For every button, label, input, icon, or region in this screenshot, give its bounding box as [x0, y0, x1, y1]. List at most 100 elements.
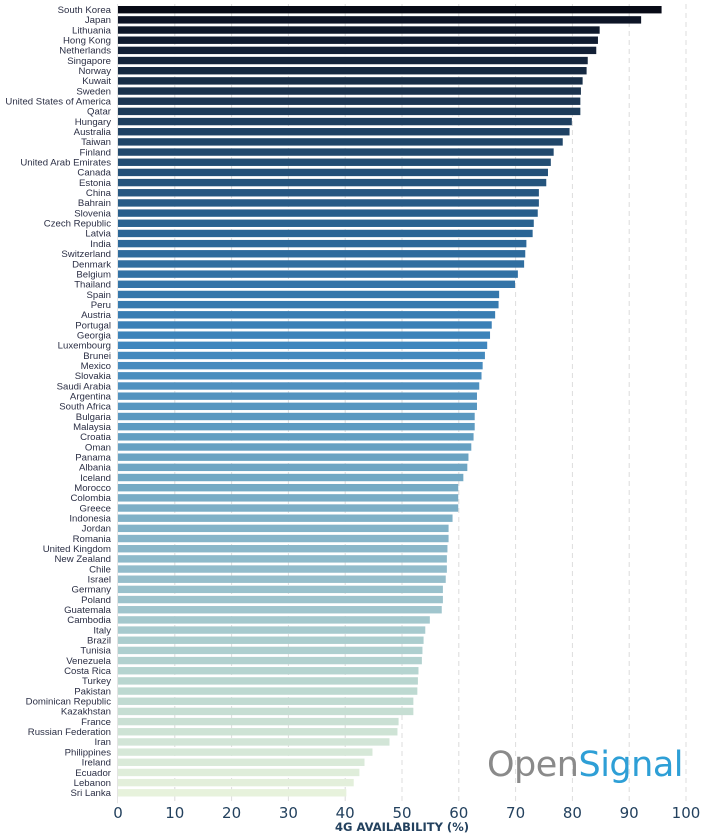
category-label: Taiwan	[81, 137, 111, 148]
category-label: Sweden	[76, 86, 111, 97]
category-label: Morocco	[74, 483, 111, 494]
category-label: Ireland	[82, 758, 111, 769]
bar-pakistan	[118, 687, 418, 695]
category-label: Singapore	[67, 56, 111, 67]
x-tick-label: 100	[672, 804, 701, 822]
bar-panama	[118, 453, 469, 461]
category-label: Switzerland	[61, 249, 111, 260]
bar-oman	[118, 443, 472, 451]
bar-costa-rica	[118, 667, 419, 675]
category-label: Argentina	[70, 391, 112, 402]
category-label: Kazakhstan	[61, 707, 111, 718]
bar-united-kingdom	[118, 545, 448, 553]
bar-united-arab-emirates	[118, 158, 551, 166]
category-label: Latvia	[85, 229, 111, 240]
category-label: Dominican Republic	[26, 697, 112, 708]
bar-malaysia	[118, 422, 475, 431]
category-label: Hungary	[75, 117, 111, 128]
bar-albania	[118, 463, 468, 472]
category-label: Iran	[94, 737, 111, 748]
category-label: Colombia	[70, 493, 111, 504]
bar-iran	[118, 738, 390, 746]
category-label: United States of America	[5, 97, 111, 108]
logo-signal-text: Signal	[578, 745, 683, 785]
bar-portugal	[118, 321, 492, 329]
bar-taiwan	[118, 138, 563, 146]
bar-canada	[118, 168, 548, 177]
category-label: Tunisia	[80, 646, 111, 657]
bar-norway	[118, 67, 587, 75]
bar-south-africa	[118, 402, 477, 411]
category-label: South Korea	[58, 5, 112, 16]
bar-south-korea	[118, 6, 662, 14]
bar-czech-republic	[118, 219, 534, 227]
bar-morocco	[118, 483, 459, 492]
bar-poland	[118, 595, 443, 604]
category-label: Kuwait	[82, 76, 111, 87]
bar-new-zealand	[118, 555, 447, 563]
bar-belgium	[118, 270, 518, 278]
bar-germany	[118, 585, 443, 594]
bar-singapore	[118, 56, 588, 65]
category-label: Peru	[91, 300, 111, 311]
category-label: Venezuela	[66, 656, 111, 667]
bar-sweden	[118, 87, 581, 95]
bar-romania	[118, 534, 449, 543]
bar-venezuela	[118, 656, 422, 665]
bar-spain	[118, 290, 500, 299]
bar-denmark	[118, 260, 525, 268]
bar-argentina	[118, 392, 477, 400]
x-tick-label: 10	[165, 804, 184, 822]
bar-france	[118, 717, 399, 726]
category-label: Spain	[86, 290, 111, 301]
category-label: China	[86, 188, 112, 199]
bar-netherlands	[118, 46, 597, 55]
bar-lebanon	[118, 778, 354, 787]
category-label: South Africa	[59, 402, 111, 413]
bar-saudi-arabia	[118, 382, 480, 390]
category-label: Philippines	[65, 747, 112, 758]
bar-peru	[118, 300, 499, 309]
category-label: Guatemala	[64, 605, 112, 616]
category-label: United Arab Emirates	[20, 158, 111, 169]
category-label: Brazil	[87, 636, 111, 647]
logo-open-text: Open	[487, 745, 579, 785]
category-label: Netherlands	[59, 46, 111, 57]
category-label: Indonesia	[69, 514, 111, 525]
bar-dominican-republic	[118, 697, 414, 705]
bar-kuwait	[118, 77, 583, 85]
bar-united-states-of-america	[118, 97, 581, 105]
bar-chile	[118, 565, 447, 573]
category-label: Bulgaria	[76, 412, 112, 423]
bar-latvia	[118, 229, 533, 238]
bar-italy	[118, 626, 426, 634]
bar-hong-kong	[118, 36, 598, 44]
bar-mexico	[118, 361, 483, 370]
bar-japan	[118, 16, 642, 24]
bar-jordan	[118, 524, 449, 533]
category-label: Lithuania	[72, 25, 112, 36]
bar-ecuador	[118, 768, 360, 777]
bar-ireland	[118, 758, 365, 766]
category-label: Romania	[73, 534, 112, 545]
category-label: New Zealand	[54, 554, 111, 565]
bars	[118, 6, 662, 797]
bar-slovenia	[118, 209, 538, 217]
bar-bahrain	[118, 199, 539, 207]
opensignal-logo: OpenSignal	[487, 748, 683, 783]
bar-brunei	[118, 351, 485, 360]
category-label: Portugal	[75, 320, 111, 331]
category-label: Austria	[81, 310, 112, 321]
bar-israel	[118, 575, 446, 583]
bar-slovakia	[118, 372, 482, 380]
category-label: Mexico	[81, 361, 111, 372]
bar-thailand	[118, 280, 516, 288]
category-label: Georgia	[77, 330, 112, 341]
x-tick-label: 40	[336, 804, 355, 822]
bar-georgia	[118, 331, 491, 339]
x-tick-label: 90	[620, 804, 639, 822]
category-label: Jordan	[82, 524, 111, 535]
category-label: Qatar	[87, 107, 112, 118]
bar-china	[118, 189, 539, 197]
category-label: Croatia	[80, 432, 112, 443]
